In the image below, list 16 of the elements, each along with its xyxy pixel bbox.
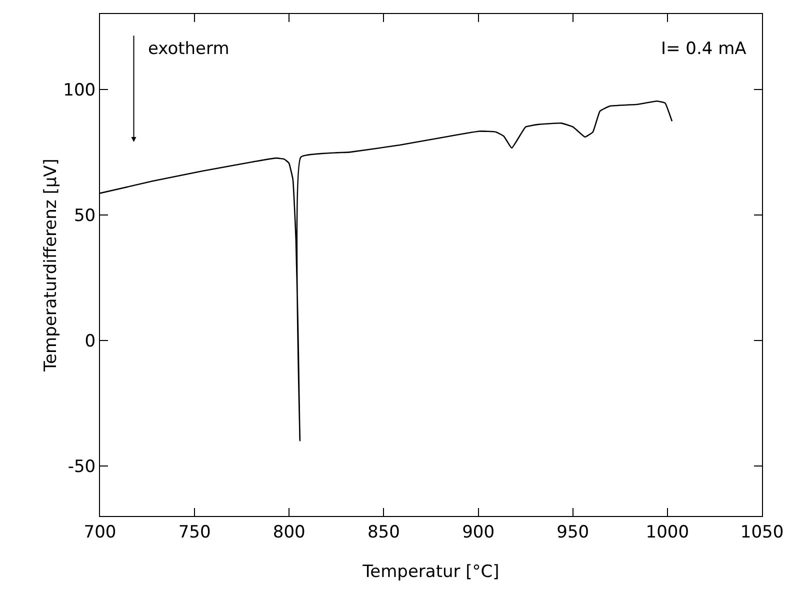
x-tick-label: 1000	[646, 522, 690, 542]
annotation: I= 0.4 mA	[661, 39, 747, 59]
y-tick-label: -50	[68, 456, 96, 477]
x-tick-label: 800	[272, 522, 306, 542]
x-tick-label: 1050	[740, 522, 784, 542]
x-axis-title: Temperatur [°C]	[362, 562, 500, 582]
annotation: exotherm	[148, 39, 230, 59]
y-tick-label: 50	[74, 206, 96, 226]
x-tick-label: 950	[556, 522, 590, 542]
x-tick-label: 750	[178, 522, 211, 542]
x-tick-label: 900	[462, 522, 495, 542]
x-tick-label: 850	[367, 522, 400, 542]
y-tick-label: 0	[84, 331, 96, 352]
y-axis-title: Temperaturdifferenz [μV]	[41, 158, 61, 372]
x-tick-label: 700	[84, 522, 116, 542]
y-tick-label: 100	[63, 80, 96, 100]
